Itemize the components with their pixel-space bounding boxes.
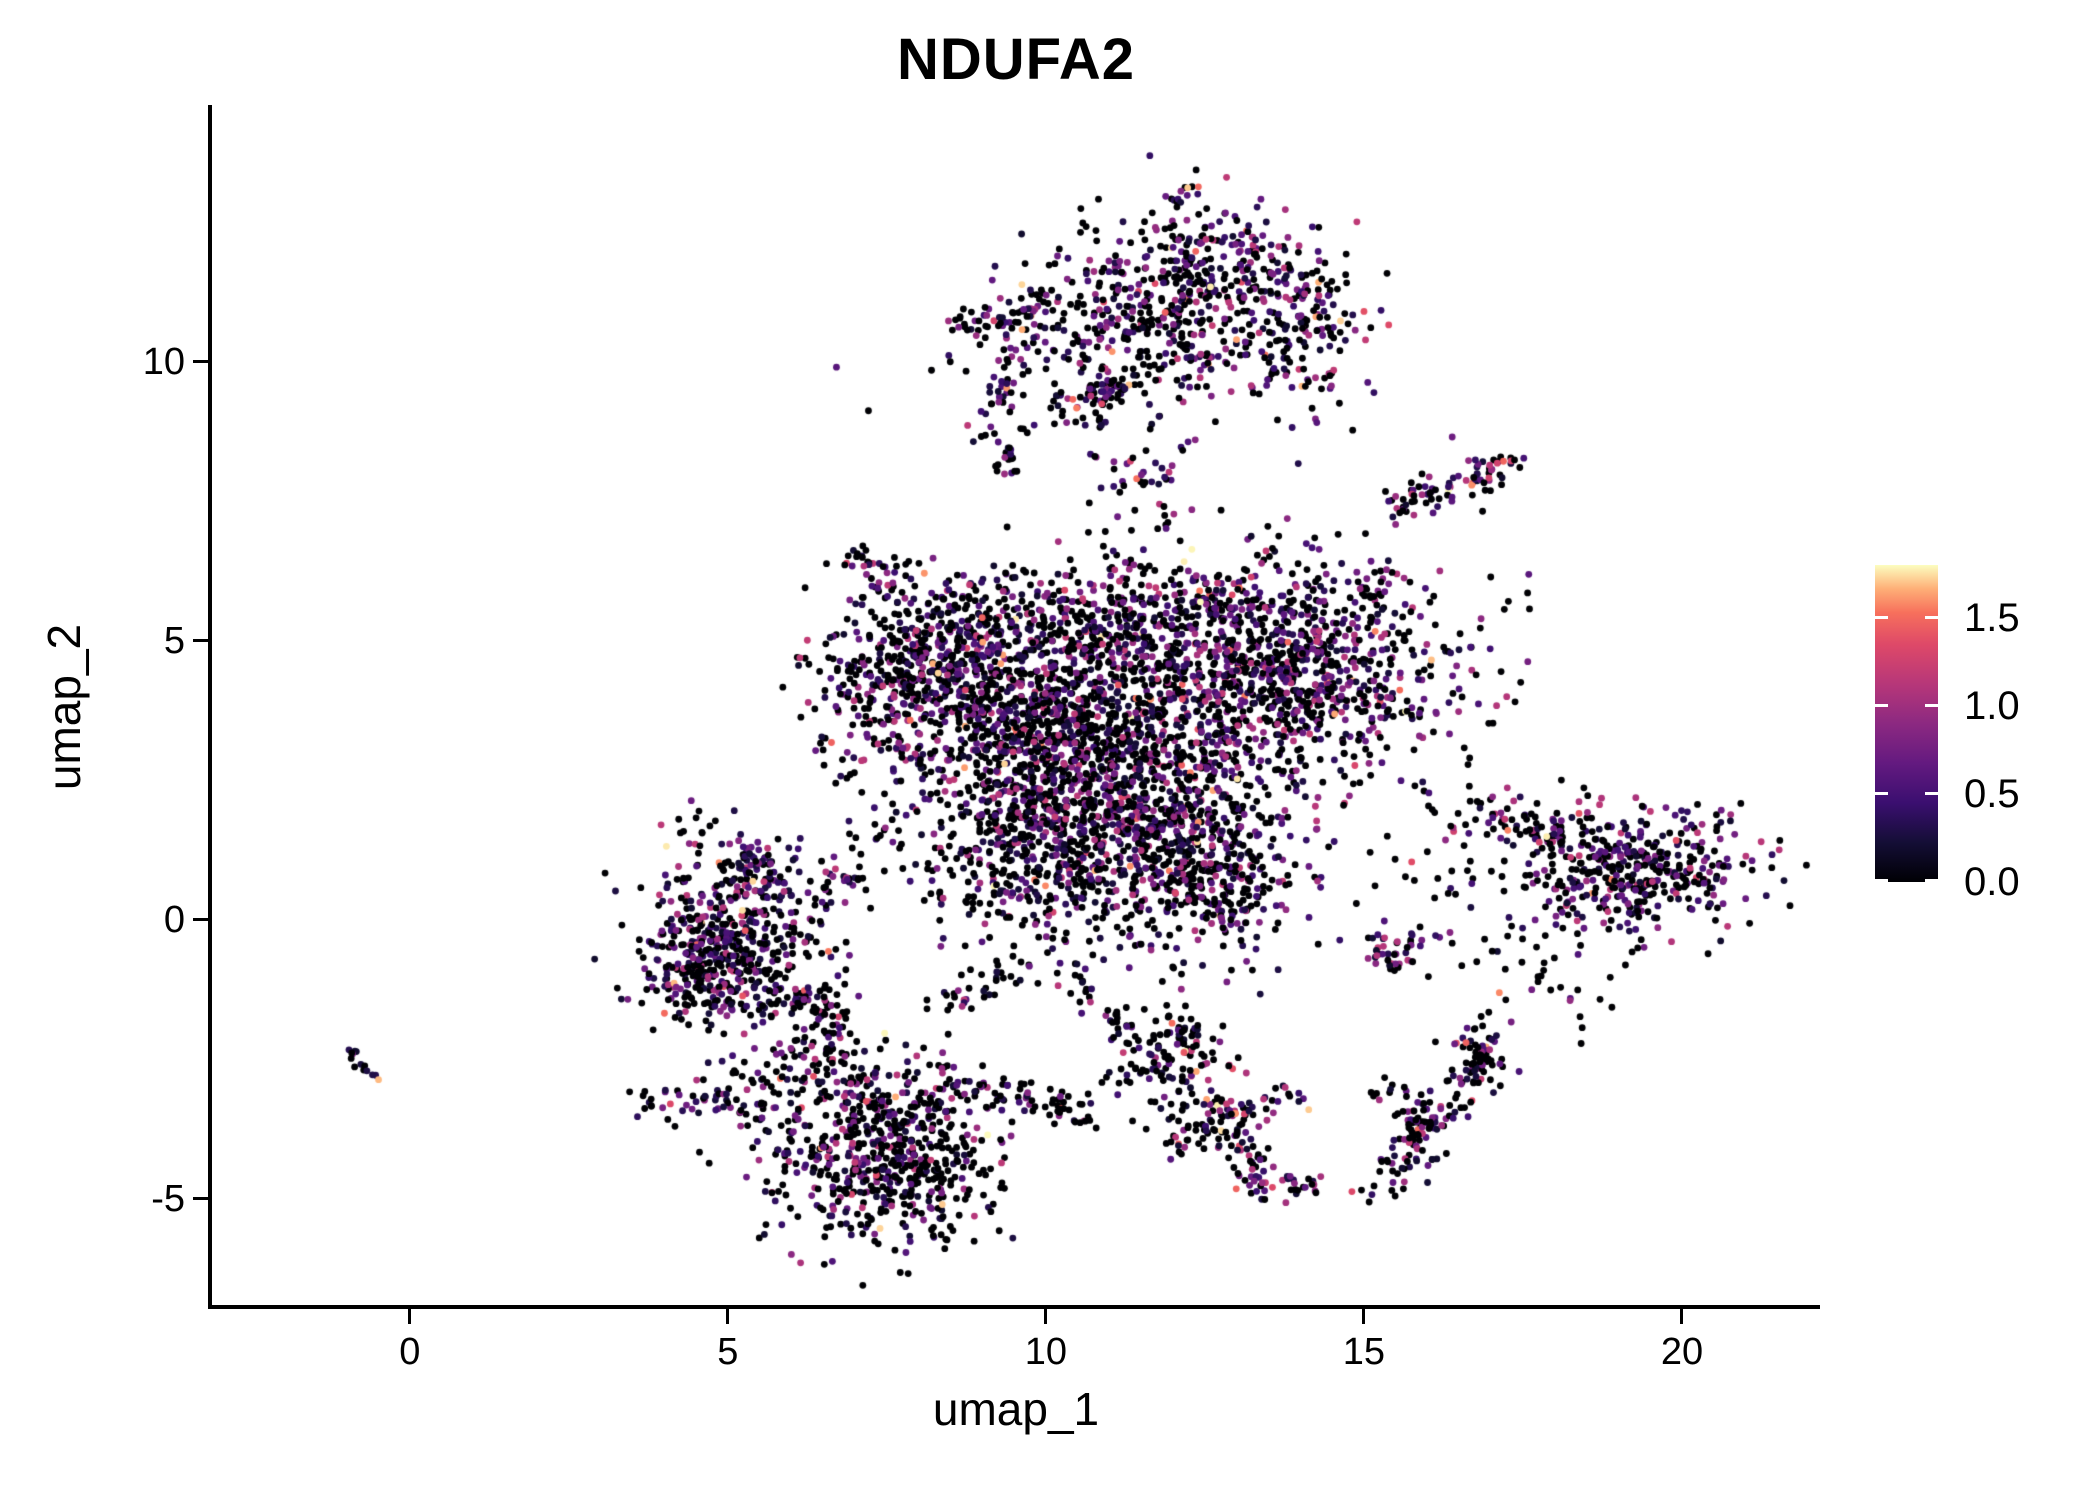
x-tick-mark	[1044, 1309, 1048, 1324]
colorbar-tick-mark	[1925, 792, 1938, 796]
colorbar-tick-mark	[1875, 616, 1888, 620]
y-tick-mark	[193, 1197, 208, 1201]
colorbar-tick-mark	[1925, 616, 1938, 620]
x-tick-mark	[408, 1309, 412, 1324]
y-tick-mark	[193, 360, 208, 364]
plot-panel	[212, 105, 1820, 1305]
colorbar-tick-label: 0.5	[1964, 771, 2020, 816]
x-tick-mark	[1362, 1309, 1366, 1324]
x-axis-title: umap_1	[932, 1383, 1100, 1435]
colorbar-tick-mark	[1875, 792, 1888, 796]
y-tick-mark	[193, 918, 208, 922]
x-tick-label: 0	[399, 1331, 421, 1373]
x-tick-mark	[726, 1309, 730, 1324]
x-tick-label: 20	[1660, 1331, 1704, 1373]
colorbar-tick-mark	[1925, 704, 1938, 708]
colorbar-gradient	[1875, 565, 1938, 882]
x-tick-label: 10	[1024, 1331, 1068, 1373]
colorbar-tick-mark	[1875, 879, 1888, 882]
plot-title: NDUFA2	[896, 27, 1136, 92]
y-tick-label: 10	[142, 340, 185, 383]
colorbar-tick-mark	[1925, 879, 1938, 882]
y-tick-mark	[193, 639, 208, 643]
y-axis-title: umap_2	[38, 623, 90, 791]
colorbar-tick-label: 1.5	[1964, 595, 2020, 640]
y-tick-label: -5	[151, 1177, 185, 1220]
y-tick-label: 0	[163, 898, 185, 941]
umap-scatter-canvas	[212, 105, 1820, 1305]
x-tick-label: 15	[1342, 1331, 1386, 1373]
x-axis-line	[208, 1305, 1820, 1309]
y-tick-label: 5	[163, 619, 185, 662]
x-tick-label: 5	[717, 1331, 739, 1373]
x-tick-mark	[1680, 1309, 1684, 1324]
y-axis-line	[208, 105, 212, 1309]
colorbar-tick-mark	[1875, 704, 1888, 708]
colorbar-tick-label: 1.0	[1964, 683, 2020, 728]
colorbar-tick-label: 0.0	[1964, 860, 2020, 904]
